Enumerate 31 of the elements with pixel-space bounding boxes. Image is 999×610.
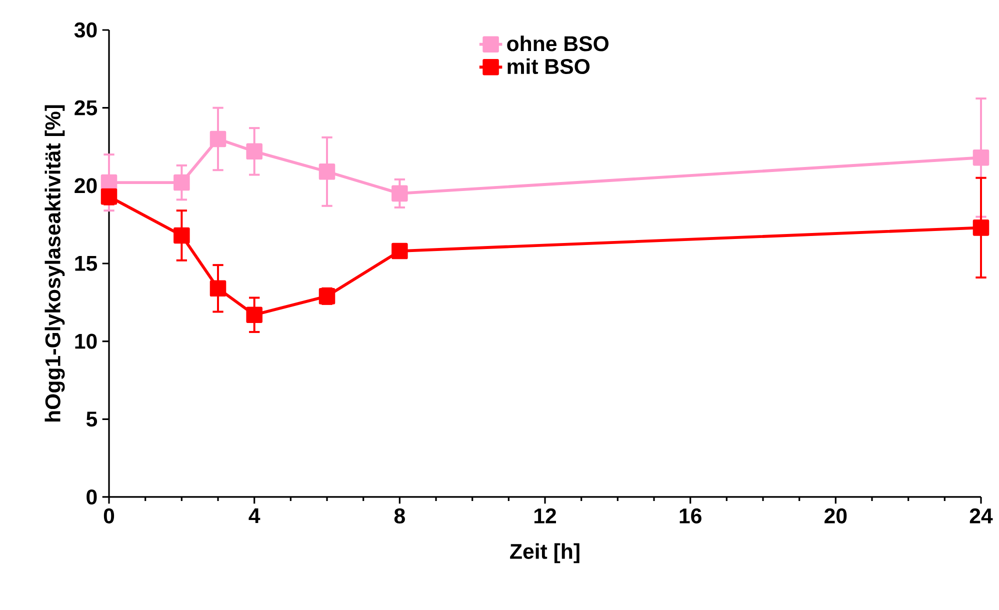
point bbox=[174, 174, 190, 191]
y-tick-label: 0 bbox=[86, 489, 97, 505]
y-tick-label: 20 bbox=[74, 178, 97, 194]
point bbox=[174, 227, 190, 244]
point bbox=[100, 188, 118, 205]
x-tick-label: 4 bbox=[248, 508, 260, 524]
point bbox=[100, 174, 118, 191]
point bbox=[318, 164, 336, 180]
y-tick-label: 5 bbox=[86, 412, 98, 427]
point bbox=[210, 130, 226, 148]
point bbox=[246, 143, 262, 160]
point bbox=[972, 220, 990, 236]
x-tick-label: 8 bbox=[394, 508, 405, 524]
legend-label: mit BSO bbox=[508, 58, 590, 74]
y-tick-label: 15 bbox=[75, 256, 98, 271]
x-tick-label: 12 bbox=[534, 508, 556, 524]
point bbox=[246, 306, 262, 323]
y-tick-label: 30 bbox=[74, 22, 97, 38]
point bbox=[972, 150, 990, 166]
x-tick-label: 16 bbox=[680, 508, 702, 524]
x-axis-title: Zeit [h] bbox=[510, 543, 580, 564]
point bbox=[392, 185, 408, 202]
point bbox=[210, 280, 226, 297]
legend-label: ohne BSO bbox=[507, 36, 609, 52]
y-axis-title: hOgg1-Glykosylaseaktivität [%] bbox=[44, 105, 65, 422]
y-tick-label: 25 bbox=[74, 100, 98, 116]
x-tick-label: 24 bbox=[970, 508, 993, 524]
y-tick-label: 10 bbox=[75, 334, 97, 349]
point bbox=[392, 242, 408, 260]
x-tick-label: 20 bbox=[824, 508, 847, 524]
x-tick-label: 0 bbox=[104, 508, 114, 524]
